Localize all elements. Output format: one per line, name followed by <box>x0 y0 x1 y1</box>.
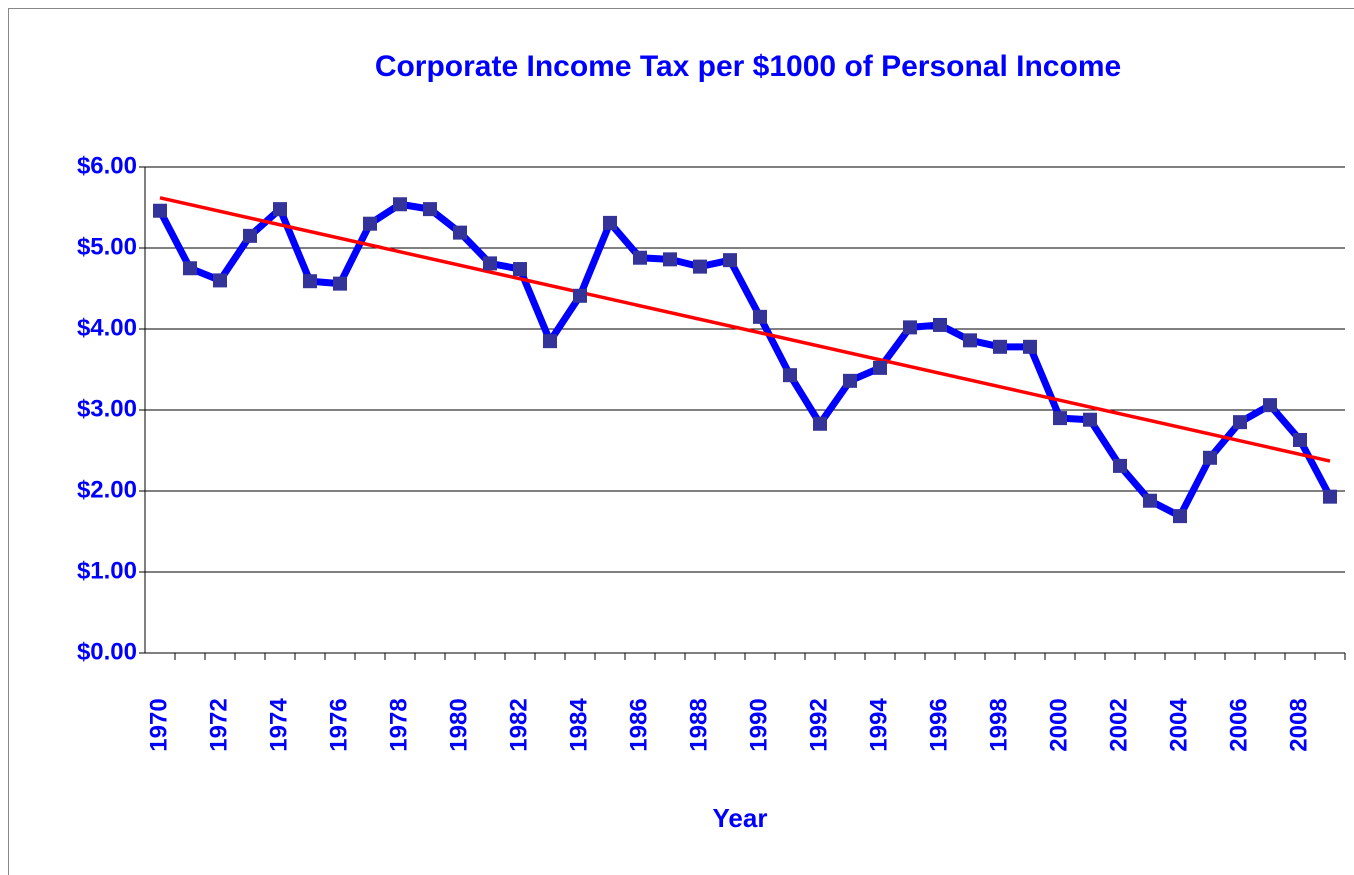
data-marker <box>1083 412 1097 427</box>
x-tick-label: 1974 <box>265 698 292 752</box>
data-marker <box>273 202 287 217</box>
y-tick-label: $5.00 <box>77 233 137 260</box>
x-tick-label: 1982 <box>505 698 532 751</box>
data-marker <box>303 274 317 289</box>
x-tick-label: 1988 <box>685 698 712 751</box>
data-marker <box>1143 493 1157 508</box>
data-marker <box>213 273 227 288</box>
x-tick-label: 1978 <box>385 698 412 751</box>
chart-title: Corporate Income Tax per $1000 of Person… <box>375 50 1121 83</box>
x-axis-label: Year <box>713 803 768 833</box>
data-marker <box>1173 509 1187 524</box>
x-tick-label: 2002 <box>1105 698 1132 751</box>
data-marker <box>1233 415 1247 430</box>
data-marker <box>1113 458 1127 473</box>
x-tick-label: 1994 <box>865 698 892 752</box>
data-marker <box>1263 398 1277 413</box>
data-marker <box>783 368 797 383</box>
y-tick-label: $0.00 <box>77 638 137 665</box>
x-tick-label: 1976 <box>325 698 352 751</box>
data-marker <box>513 262 527 277</box>
x-tick-label: 2004 <box>1165 698 1192 752</box>
data-marker <box>963 333 977 348</box>
data-marker <box>1323 489 1337 504</box>
data-marker <box>333 276 347 291</box>
x-tick-label: 2008 <box>1285 698 1312 751</box>
data-marker <box>933 317 947 332</box>
data-marker <box>693 259 707 274</box>
data-marker <box>573 288 587 303</box>
data-line <box>156 200 1334 520</box>
data-marker <box>603 215 617 230</box>
x-tick-label: 1972 <box>205 698 232 751</box>
data-marker <box>1293 432 1307 447</box>
data-marker <box>663 252 677 267</box>
x-tick-label: 1996 <box>925 698 952 751</box>
y-tick-label: $4.00 <box>77 314 137 341</box>
data-marker <box>1023 339 1037 354</box>
data-marker <box>183 261 197 276</box>
data-marker <box>903 320 917 335</box>
data-marker <box>1203 450 1217 465</box>
data-marker <box>633 250 647 265</box>
x-tick-label: 1980 <box>445 698 472 751</box>
data-marker <box>543 334 557 349</box>
data-marker <box>843 373 857 388</box>
data-marker <box>993 339 1007 354</box>
data-marker <box>393 197 407 212</box>
trend-line <box>159 196 1331 463</box>
data-marker <box>423 202 437 217</box>
x-tick-label: 1984 <box>565 698 592 752</box>
data-marker <box>153 203 167 218</box>
x-tick-label: 2006 <box>1225 698 1252 751</box>
x-tick-label: 2000 <box>1045 698 1072 751</box>
y-tick-label: $1.00 <box>77 557 137 584</box>
x-tick-label: 1990 <box>745 698 772 751</box>
data-marker <box>753 309 767 324</box>
chart-frame <box>8 8 1354 875</box>
data-marker <box>483 256 497 271</box>
data-marker <box>243 228 257 243</box>
x-tick-label: 1992 <box>805 698 832 751</box>
y-tick-label: $3.00 <box>77 395 137 422</box>
x-tick-label: 1986 <box>625 698 652 751</box>
data-marker <box>1053 411 1067 426</box>
y-tick-label: $6.00 <box>77 152 137 179</box>
x-tick-label: 1998 <box>985 698 1012 751</box>
data-marker <box>453 225 467 240</box>
data-marker <box>723 253 737 268</box>
data-marker <box>363 216 377 231</box>
data-marker <box>813 416 827 431</box>
data-marker <box>873 360 887 375</box>
y-tick-label: $2.00 <box>77 476 137 503</box>
x-tick-label: 1970 <box>145 698 172 751</box>
